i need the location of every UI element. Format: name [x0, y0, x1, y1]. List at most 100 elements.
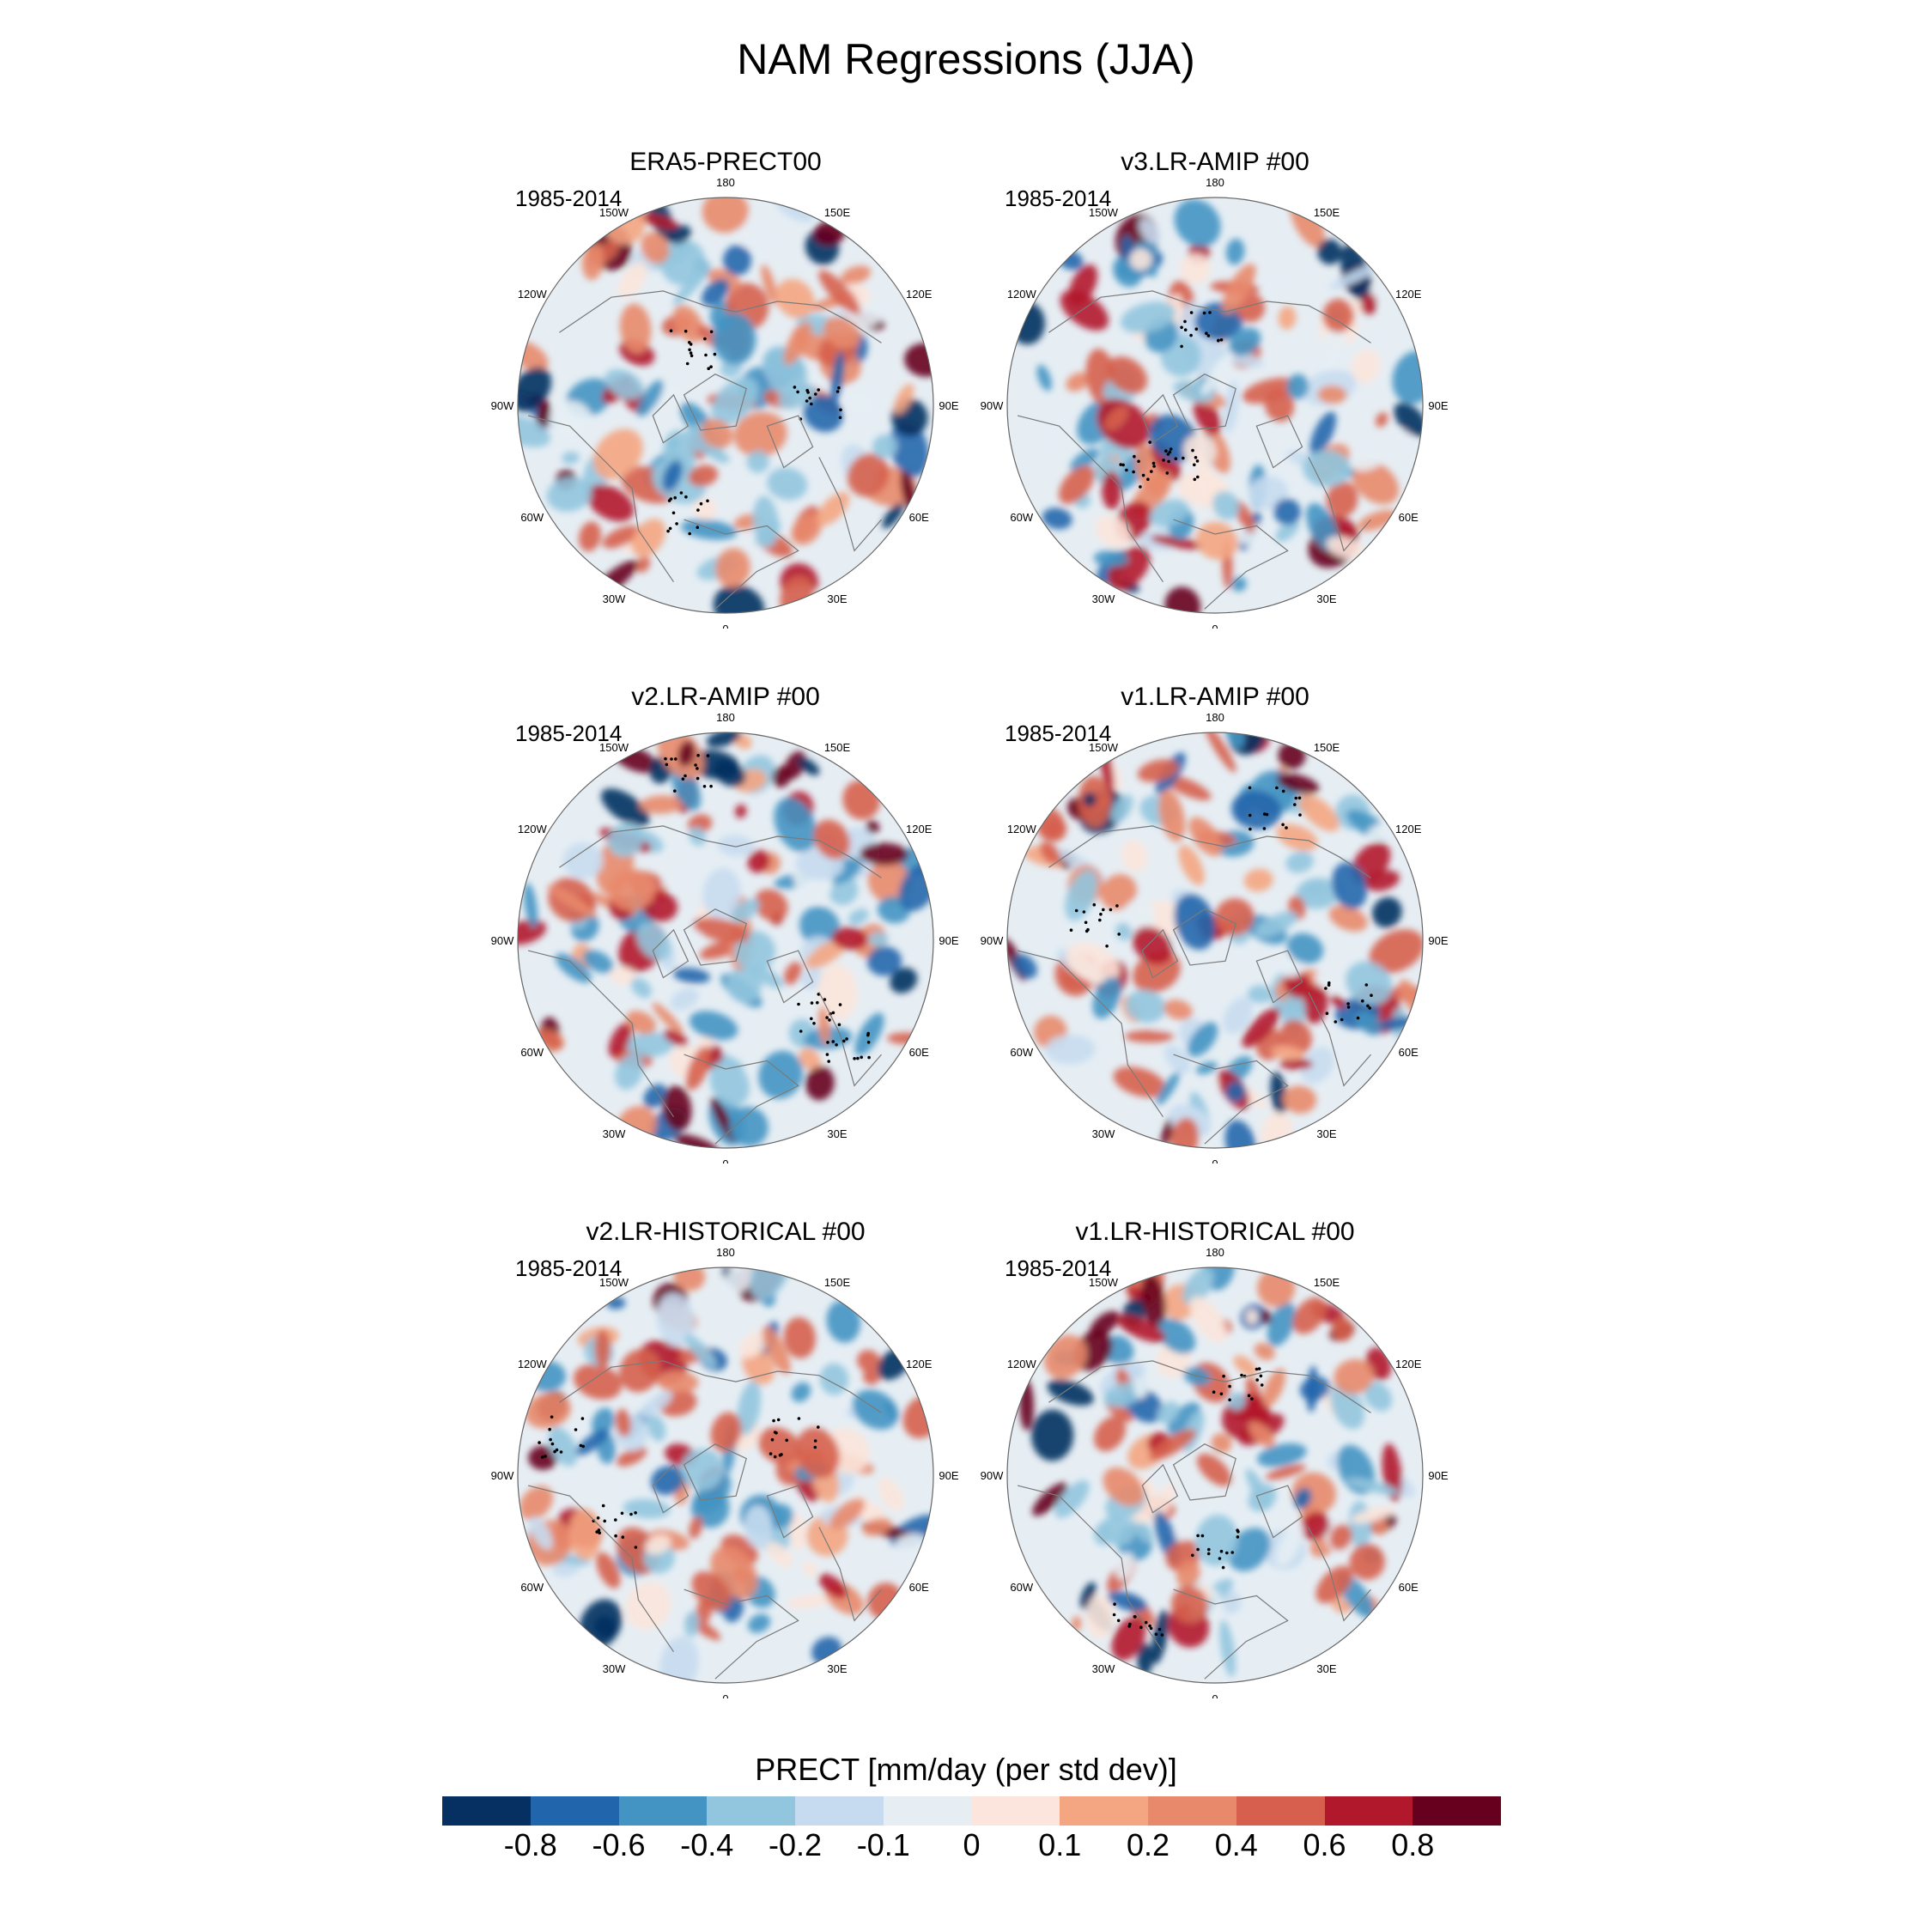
precip-field: [518, 732, 933, 1148]
anomaly-blob: [1279, 1058, 1314, 1070]
anomaly-blob: [608, 869, 656, 911]
anomaly-blob: [733, 411, 787, 458]
anomaly-blob: [650, 1465, 685, 1495]
significance-dot: [1112, 1613, 1116, 1617]
longitude-label: 60W: [1010, 1581, 1033, 1594]
anomaly-blob: [1330, 994, 1346, 1010]
coastline: [1308, 992, 1371, 1087]
anomaly-blob: [841, 265, 872, 285]
significance-dot: [1165, 471, 1170, 475]
coastline: [527, 1485, 674, 1653]
significance-dot: [1346, 1005, 1351, 1009]
significance-dot: [825, 1016, 829, 1019]
anomaly-blob: [619, 303, 652, 354]
significance-dot: [696, 508, 700, 512]
panel-period: 1985-2014: [1005, 185, 1112, 211]
anomaly-blob: [805, 1066, 835, 1101]
significance-dot: [1340, 1018, 1344, 1022]
significance-dot: [666, 529, 670, 533]
anomaly-blob: [1375, 412, 1388, 428]
map-border: [517, 732, 934, 1149]
anomaly-blob: [1189, 1296, 1228, 1344]
anomaly-blob: [692, 917, 750, 943]
significance-dot: [860, 1055, 863, 1060]
anomaly-blob: [1066, 372, 1090, 392]
significance-dot: [696, 776, 700, 781]
anomaly-blob: [862, 1370, 880, 1385]
significance-dot: [1334, 1020, 1338, 1024]
significance-dot: [828, 1018, 831, 1022]
significance-dot: [549, 1437, 552, 1442]
anomaly-blob: [1276, 823, 1318, 852]
longitude-label: 0: [1212, 623, 1218, 629]
significance-dot: [805, 388, 809, 392]
anomaly-blob: [549, 400, 593, 445]
significance-dot: [1248, 786, 1252, 790]
significance-dot: [1366, 1004, 1370, 1008]
anomaly-blob: [1234, 501, 1255, 533]
anomaly-blob: [1328, 905, 1368, 932]
anomaly-blob: [1322, 299, 1354, 333]
anomaly-blob: [789, 1513, 807, 1551]
significance-dot: [1191, 448, 1194, 453]
significance-dot: [773, 1455, 777, 1459]
significance-dot: [797, 1417, 801, 1420]
significance-dot: [673, 789, 677, 793]
panel-period: 1985-2014: [1005, 1255, 1112, 1281]
significance-dot: [1115, 904, 1119, 908]
anomaly-blob: [1047, 1379, 1094, 1406]
anomaly-blob: [1013, 954, 1037, 979]
anomaly-blob: [636, 922, 671, 961]
significance-dot: [1275, 786, 1279, 790]
significance-dot: [709, 330, 714, 334]
significance-dot: [1250, 1397, 1254, 1400]
longitude-label: 30E: [1316, 1662, 1336, 1675]
anomaly-blob: [1364, 1381, 1393, 1412]
anomaly-blob: [631, 519, 666, 557]
significance-dot: [770, 1437, 775, 1442]
significance-dot: [1139, 485, 1142, 489]
anomaly-blob: [726, 967, 762, 1004]
anomaly-blob: [1331, 1597, 1352, 1614]
anomaly-blob: [1032, 1482, 1068, 1516]
anomaly-blob: [562, 842, 604, 879]
significance-dot: [1200, 1534, 1205, 1538]
anomaly-blob: [728, 1106, 769, 1147]
anomaly-blob: [862, 1517, 892, 1536]
significance-dot: [1149, 1626, 1153, 1631]
anomaly-blob: [1315, 975, 1352, 995]
anomaly-blob: [1106, 355, 1148, 394]
significance-dot: [555, 1448, 559, 1452]
anomaly-blob: [844, 385, 879, 419]
significance-dot: [1255, 1378, 1259, 1382]
anomaly-blob: [662, 1085, 692, 1132]
significance-dot: [1285, 826, 1288, 829]
significance-dot: [1152, 465, 1156, 468]
anomaly-blob: [818, 1573, 848, 1599]
coastline: [1141, 928, 1179, 979]
colorbar-tick-label: -0.8: [503, 1827, 557, 1862]
anomaly-blob: [791, 513, 823, 545]
significance-dot: [1240, 1373, 1243, 1377]
anomaly-blob: [1171, 1586, 1208, 1623]
colorbar-swatch: [795, 1796, 884, 1826]
anomaly-blob: [636, 380, 664, 417]
significance-dot: [1262, 827, 1267, 830]
longitude-label: 0: [722, 623, 728, 629]
longitude-label: 120E: [1395, 288, 1422, 301]
anomaly-blob: [1345, 961, 1393, 1005]
anomaly-blob: [1225, 1081, 1246, 1102]
significance-dot: [1102, 908, 1105, 912]
anomaly-blob: [762, 1326, 791, 1375]
anomaly-blob: [1248, 476, 1289, 510]
significance-dot: [1208, 311, 1212, 314]
panel-period: 1985-2014: [1005, 720, 1112, 746]
stippling: [1069, 786, 1373, 1024]
anomaly-blob: [1371, 896, 1402, 928]
anomaly-blob: [548, 1426, 578, 1467]
significance-dot: [704, 353, 708, 357]
anomaly-blob: [1125, 989, 1166, 1024]
anomaly-blob: [691, 1571, 732, 1611]
significance-dot: [813, 1439, 817, 1443]
significance-dot: [685, 361, 690, 366]
